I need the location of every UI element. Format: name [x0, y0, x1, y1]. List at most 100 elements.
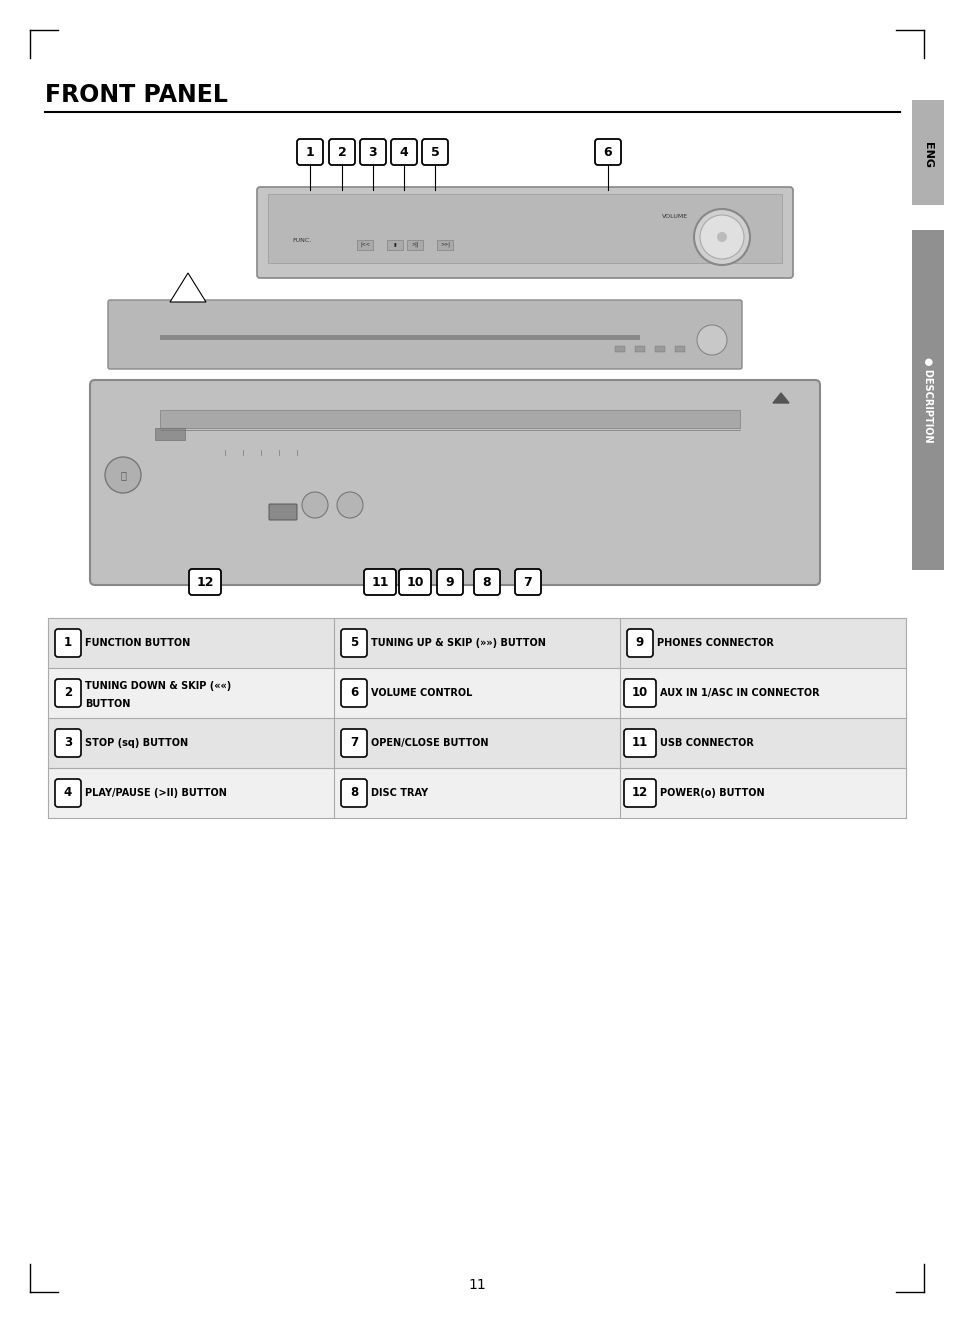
Text: ● DESCRIPTION: ● DESCRIPTION	[923, 357, 932, 443]
FancyBboxPatch shape	[340, 680, 367, 707]
Text: 4: 4	[64, 787, 72, 800]
FancyBboxPatch shape	[364, 568, 395, 595]
FancyBboxPatch shape	[515, 568, 540, 595]
Bar	[154, 428, 185, 440]
Text: FUNCTION BUTTON: FUNCTION BUTTON	[85, 639, 190, 648]
Text: 2: 2	[337, 145, 346, 159]
Text: 8: 8	[350, 787, 357, 800]
Text: 3: 3	[368, 145, 377, 159]
FancyBboxPatch shape	[296, 139, 323, 165]
Text: 10: 10	[406, 575, 423, 588]
Text: 7: 7	[350, 736, 357, 750]
Bar	[387, 241, 402, 250]
Bar	[619, 768, 905, 818]
FancyBboxPatch shape	[626, 629, 652, 657]
Bar	[48, 617, 334, 668]
FancyBboxPatch shape	[55, 779, 81, 806]
Text: ⏻: ⏻	[120, 471, 126, 480]
FancyBboxPatch shape	[329, 139, 355, 165]
FancyBboxPatch shape	[421, 139, 448, 165]
Text: 5: 5	[430, 145, 439, 159]
FancyBboxPatch shape	[189, 568, 221, 595]
Bar	[160, 410, 740, 428]
Text: TUNING UP & SKIP (»») BUTTON: TUNING UP & SKIP (»») BUTTON	[371, 639, 545, 648]
FancyBboxPatch shape	[256, 186, 792, 278]
Bar	[334, 718, 619, 768]
Bar	[407, 241, 422, 250]
Circle shape	[717, 231, 726, 242]
Text: PHONES CONNECTOR: PHONES CONNECTOR	[657, 639, 773, 648]
Bar	[334, 768, 619, 818]
Text: 12: 12	[196, 575, 213, 588]
Bar	[619, 718, 905, 768]
Bar	[619, 617, 905, 668]
Text: 11: 11	[468, 1278, 485, 1292]
FancyBboxPatch shape	[55, 680, 81, 707]
Text: AUX IN 1/ASC IN CONNECTOR: AUX IN 1/ASC IN CONNECTOR	[659, 687, 819, 698]
FancyBboxPatch shape	[108, 300, 741, 369]
Text: STOP (sq) BUTTON: STOP (sq) BUTTON	[85, 738, 188, 748]
Bar	[160, 334, 639, 340]
Bar	[675, 346, 684, 352]
Text: PLAY/PAUSE (>II) BUTTON: PLAY/PAUSE (>II) BUTTON	[85, 788, 227, 798]
FancyBboxPatch shape	[623, 779, 656, 806]
Bar	[48, 718, 334, 768]
Bar	[911, 230, 943, 570]
Bar	[48, 768, 334, 818]
FancyBboxPatch shape	[340, 629, 367, 657]
Bar	[655, 346, 664, 352]
Circle shape	[336, 492, 363, 518]
Bar	[268, 194, 781, 263]
Polygon shape	[170, 274, 206, 301]
Text: 11: 11	[631, 736, 647, 750]
FancyBboxPatch shape	[269, 504, 296, 520]
FancyBboxPatch shape	[391, 139, 416, 165]
FancyBboxPatch shape	[436, 568, 462, 595]
Bar	[334, 617, 619, 668]
Text: FUNC.: FUNC.	[292, 238, 312, 242]
Text: 6: 6	[603, 145, 612, 159]
Text: 3: 3	[64, 736, 72, 750]
FancyBboxPatch shape	[623, 680, 656, 707]
Polygon shape	[772, 393, 788, 403]
Text: 5: 5	[350, 636, 357, 649]
Text: >||: >||	[411, 241, 418, 247]
Text: FRONT PANEL: FRONT PANEL	[45, 83, 228, 107]
Circle shape	[105, 457, 141, 493]
FancyBboxPatch shape	[359, 139, 386, 165]
FancyBboxPatch shape	[340, 779, 367, 806]
FancyBboxPatch shape	[340, 728, 367, 758]
Text: ▮: ▮	[394, 242, 395, 246]
Text: BUTTON: BUTTON	[85, 699, 131, 709]
Text: 12: 12	[631, 787, 647, 800]
Text: VOLUME: VOLUME	[661, 213, 687, 218]
Text: 1: 1	[64, 636, 72, 649]
Bar	[356, 241, 373, 250]
Text: USB CONNECTOR: USB CONNECTOR	[659, 738, 753, 748]
Bar	[436, 241, 453, 250]
Text: DISC TRAY: DISC TRAY	[371, 788, 428, 798]
Text: 11: 11	[371, 575, 388, 588]
Text: 2: 2	[64, 686, 72, 699]
Bar	[911, 100, 943, 205]
FancyBboxPatch shape	[623, 728, 656, 758]
FancyBboxPatch shape	[55, 728, 81, 758]
Text: ENG: ENG	[923, 141, 932, 168]
Text: 8: 8	[482, 575, 491, 588]
Circle shape	[700, 215, 743, 259]
Bar	[635, 346, 644, 352]
FancyBboxPatch shape	[55, 629, 81, 657]
Text: |<<: |<<	[359, 241, 370, 247]
FancyBboxPatch shape	[398, 568, 431, 595]
Text: 9: 9	[636, 636, 643, 649]
Text: 4: 4	[399, 145, 408, 159]
Text: VOLUME CONTROL: VOLUME CONTROL	[371, 687, 472, 698]
Text: 7: 7	[523, 575, 532, 588]
Text: TUNING DOWN & SKIP (««): TUNING DOWN & SKIP (««)	[85, 681, 231, 691]
Circle shape	[693, 209, 749, 264]
Text: 9: 9	[445, 575, 454, 588]
FancyBboxPatch shape	[595, 139, 620, 165]
Text: >>|: >>|	[439, 241, 450, 247]
Text: 6: 6	[350, 686, 357, 699]
Bar	[48, 668, 334, 718]
